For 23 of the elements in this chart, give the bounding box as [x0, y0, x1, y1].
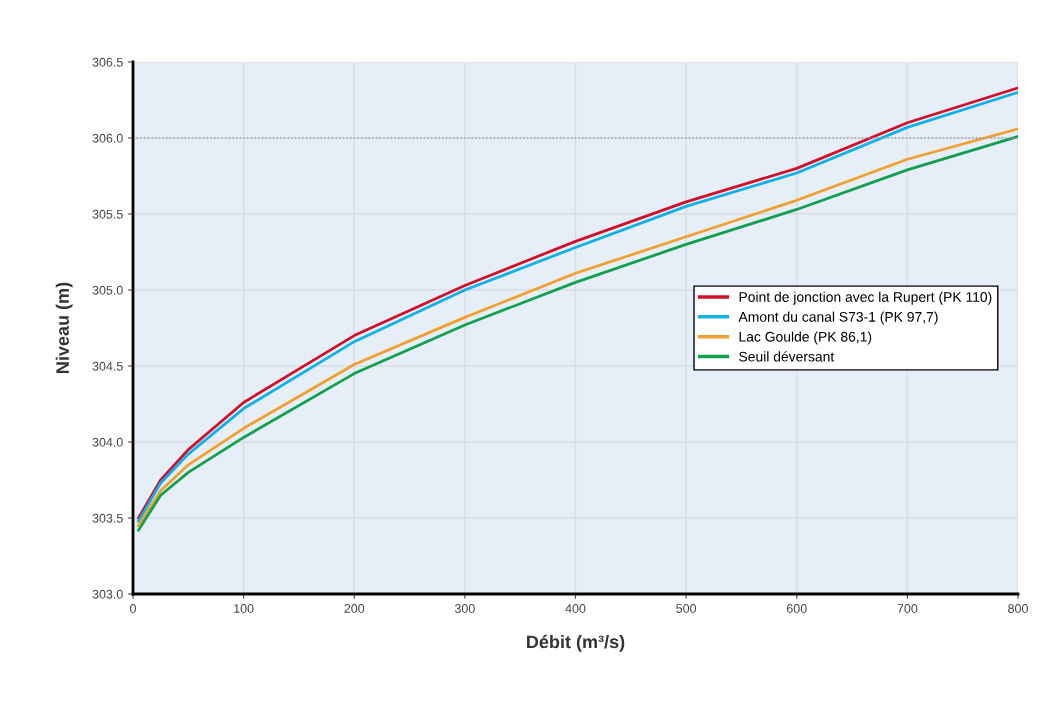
y-tick-label: 304.5	[92, 361, 123, 371]
y-tick-label: 306.5	[92, 57, 123, 67]
x-tick-label: 700	[897, 604, 918, 613]
x-tick-label: 500	[676, 604, 697, 613]
legend-label: Amont du canal S73-1 (PK 97,7)	[738, 311, 938, 325]
y-tick-label: 304.0	[92, 437, 123, 447]
y-tick-label: 305.0	[92, 285, 123, 295]
x-tick-label: 300	[454, 604, 475, 613]
y-axis-title: Niveau (m)	[55, 282, 73, 373]
legend-label: Point de jonction avec la Rupert (PK 110)	[739, 291, 992, 305]
x-tick-label: 400	[565, 604, 586, 613]
x-axis-title: Débit (m³/s)	[527, 634, 625, 652]
y-tick-label: 303.0	[92, 589, 123, 599]
x-tick-label: 100	[234, 604, 254, 613]
x-tick-label: 200	[344, 604, 365, 613]
x-tick-label: 0	[130, 604, 136, 613]
legend-label: Seuil déversant	[739, 351, 835, 362]
legend-label: Lac Goulde (PK 86,1)	[739, 331, 872, 345]
y-tick-label: 303.5	[92, 513, 123, 523]
x-tick-label: 800	[1008, 604, 1028, 613]
y-tick-label: 305.5	[92, 209, 123, 219]
y-tick-label: 306.0	[92, 133, 123, 143]
x-tick-label: 600	[786, 604, 807, 613]
